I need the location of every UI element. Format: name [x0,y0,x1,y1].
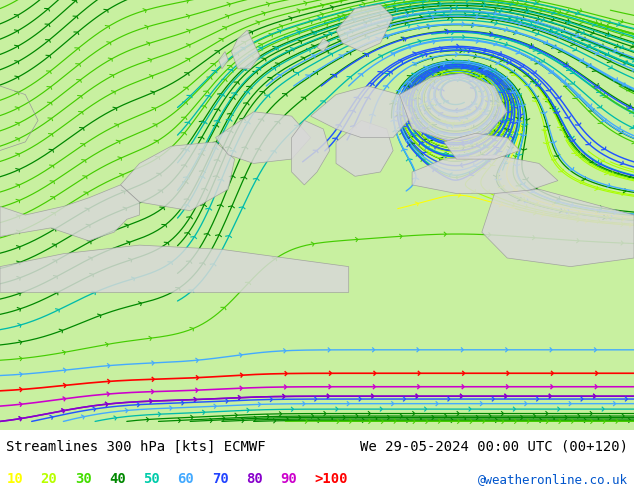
Text: 30: 30 [75,472,91,486]
Text: Streamlines 300 hPa [kts] ECMWF: Streamlines 300 hPa [kts] ECMWF [6,440,266,454]
Polygon shape [0,185,139,241]
Polygon shape [336,4,393,51]
Text: 40: 40 [109,472,126,486]
Text: 10: 10 [6,472,23,486]
Text: >100: >100 [314,472,348,486]
Text: 50: 50 [143,472,160,486]
Polygon shape [219,51,228,69]
Polygon shape [311,86,412,138]
Polygon shape [482,189,634,267]
Text: 60: 60 [178,472,194,486]
Polygon shape [231,30,260,69]
Polygon shape [444,133,520,159]
Polygon shape [336,121,393,176]
Text: We 29-05-2024 00:00 UTC (00+120): We 29-05-2024 00:00 UTC (00+120) [359,440,628,454]
Polygon shape [0,245,349,293]
Text: 80: 80 [246,472,262,486]
Polygon shape [292,121,330,185]
Text: 70: 70 [212,472,228,486]
Text: 20: 20 [41,472,57,486]
Polygon shape [412,155,558,194]
Text: @weatheronline.co.uk: @weatheronline.co.uk [477,473,628,486]
Polygon shape [120,142,235,211]
Text: 90: 90 [280,472,297,486]
Polygon shape [216,112,311,163]
Polygon shape [399,73,507,142]
Polygon shape [317,39,330,51]
